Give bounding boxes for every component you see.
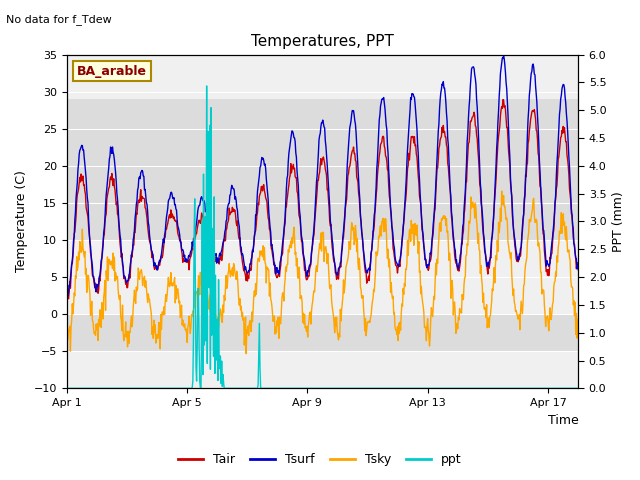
Bar: [67, 314, 579, 351]
Title: Temperatures, PPT: Temperatures, PPT: [251, 34, 394, 49]
X-axis label: Time: Time: [548, 414, 579, 427]
Y-axis label: PPT (mm): PPT (mm): [612, 191, 625, 252]
Y-axis label: Temperature (C): Temperature (C): [15, 170, 28, 272]
Text: BA_arable: BA_arable: [77, 64, 147, 78]
Legend: Tair, Tsurf, Tsky, ppt: Tair, Tsurf, Tsky, ppt: [173, 448, 467, 471]
Text: No data for f_Tdew: No data for f_Tdew: [6, 14, 112, 25]
Bar: [67, 99, 579, 240]
